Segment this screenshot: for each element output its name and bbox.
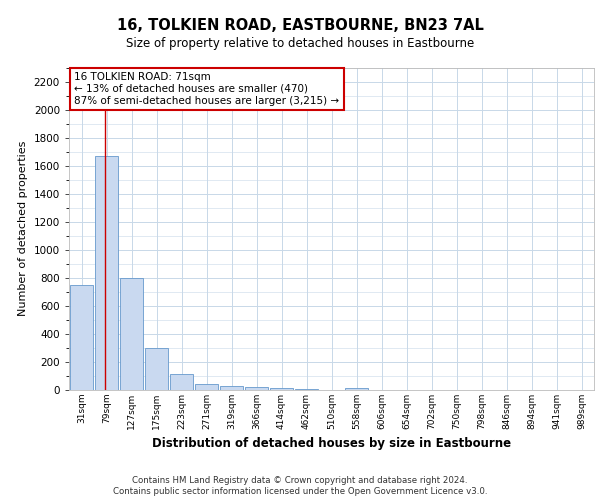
Bar [95,156,118,390]
Bar [245,387,268,390]
Text: 16 TOLKIEN ROAD: 71sqm
← 13% of detached houses are smaller (470)
87% of semi-de: 16 TOLKIEN ROAD: 71sqm ← 13% of detached… [74,72,340,106]
Bar [170,374,193,390]
Bar [195,384,218,390]
Bar [220,386,243,390]
Bar [345,388,368,390]
Bar [145,348,168,390]
Text: Contains public sector information licensed under the Open Government Licence v3: Contains public sector information licen… [113,487,487,496]
Text: 16, TOLKIEN ROAD, EASTBOURNE, BN23 7AL: 16, TOLKIEN ROAD, EASTBOURNE, BN23 7AL [116,18,484,32]
Text: Size of property relative to detached houses in Eastbourne: Size of property relative to detached ho… [126,38,474,51]
Text: Contains HM Land Registry data © Crown copyright and database right 2024.: Contains HM Land Registry data © Crown c… [132,476,468,485]
Bar [70,285,93,390]
Bar [120,278,143,390]
Bar [295,388,318,390]
X-axis label: Distribution of detached houses by size in Eastbourne: Distribution of detached houses by size … [152,438,511,450]
Bar [270,388,293,390]
Y-axis label: Number of detached properties: Number of detached properties [18,141,28,316]
